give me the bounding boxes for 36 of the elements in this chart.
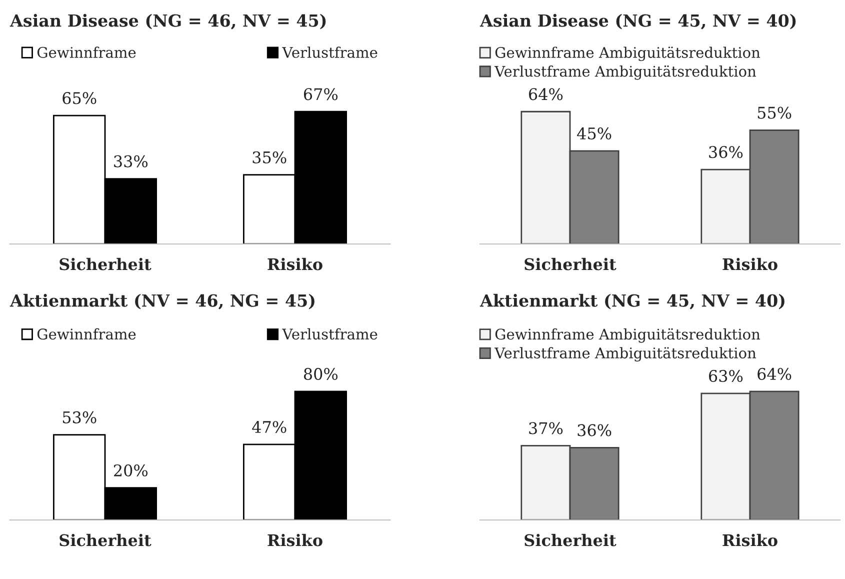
legend-label: Gewinnframe Ambiguitätsreduktion	[495, 328, 760, 343]
x-tick-label: Risiko	[268, 534, 322, 546]
x-tick-label: Risiko	[722, 534, 778, 546]
chart-title: Aktienmarkt (NG = 45, NV = 40)	[480, 294, 784, 310]
legend-label: Verlustframe	[282, 46, 378, 58]
data-label: 45%	[577, 127, 612, 140]
legend-label: Gewinnframe Ambiguitätsreduktion	[495, 46, 760, 62]
data-label: 65%	[62, 92, 96, 104]
legend-label: Gewinnframe	[37, 46, 136, 58]
x-tick-label: Sicherheit	[60, 534, 152, 546]
data-label: 33%	[114, 155, 148, 168]
chart-title: Asian Disease (NG = 46, NV = 45)	[10, 14, 326, 30]
data-label: 53%	[62, 411, 96, 424]
x-tick-label: Sicherheit	[60, 258, 152, 270]
legend-label: Verlustframe	[282, 328, 378, 340]
data-label: 36%	[578, 424, 612, 436]
data-label: 63%	[709, 370, 743, 382]
legend-label: Verlustframe Ambiguitätsreduktion	[494, 65, 756, 80]
data-label: 47%	[252, 420, 286, 434]
data-label: 37%	[529, 422, 563, 434]
data-label: 67%	[304, 88, 338, 100]
chart-title: Aktienmarkt (NV = 46, NG = 45)	[10, 294, 314, 310]
legend-label: Gewinnframe	[37, 328, 136, 340]
data-label: 20%	[114, 464, 148, 476]
data-label: 55%	[758, 106, 792, 119]
data-label: 64%	[758, 368, 792, 380]
x-tick-label: Risiko	[722, 258, 778, 270]
chart-title: Asian Disease (NG = 45, NV = 40)	[480, 14, 796, 30]
data-label: 36%	[709, 146, 743, 158]
x-tick-label: Sicherheit	[524, 258, 616, 270]
data-label: 80%	[304, 368, 338, 380]
x-tick-label: Risiko	[268, 258, 322, 270]
data-label: 64%	[529, 88, 563, 100]
data-label: 35%	[252, 151, 286, 164]
x-tick-label: Sicherheit	[524, 534, 616, 546]
legend-label: Verlustframe Ambiguitätsreduktion	[494, 347, 756, 362]
